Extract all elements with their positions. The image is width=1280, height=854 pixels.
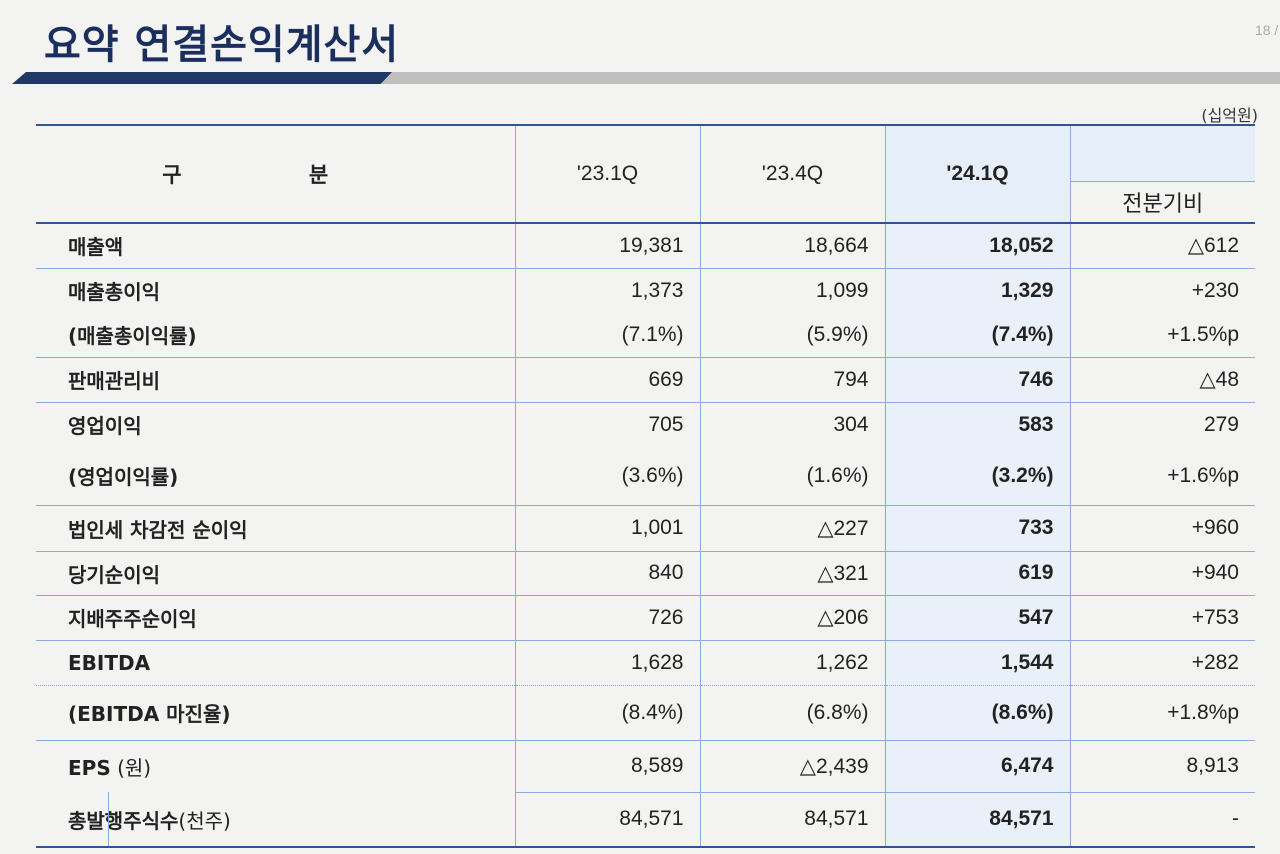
cell-23-1q: 8,589: [515, 739, 701, 792]
header-period-23-4q: '23.4Q: [700, 125, 886, 224]
cell-23-1q: 1,001: [515, 504, 701, 551]
row-label: EPS: [68, 755, 111, 780]
row-label: (영업이익률): [36, 447, 516, 505]
title-underline-gray: [380, 72, 1280, 84]
cell-23-4q: 304: [700, 401, 886, 447]
cell-change: +1.5%p: [1167, 322, 1239, 346]
table-row: 매출액 19,381 18,664 18,052 △612: [36, 222, 1255, 268]
row-label: 법인세 차감전 순이익: [36, 504, 516, 551]
cell-23-1q: 1,373: [515, 267, 701, 313]
row-label-unit: (천주): [178, 808, 231, 833]
row-label: 매출액: [36, 222, 516, 268]
cell-23-4q: △227: [700, 504, 886, 551]
cell-23-1q: (8.4%): [515, 684, 701, 740]
cell-24-1q: 18,052: [885, 222, 1071, 268]
row-label: 판매관리비: [36, 356, 516, 402]
row-label: (매출총이익률): [36, 313, 516, 357]
cell-23-4q: 1,262: [700, 639, 886, 685]
cell-change: △612: [1070, 222, 1255, 268]
table-row: 당기순이익 840 △321 619 +940: [36, 550, 1255, 595]
cell-23-4q: 1,099: [700, 267, 886, 313]
table-row: EPS (원) 8,589 △2,439 6,474 8,913: [36, 739, 1255, 792]
cell-change: +282: [1070, 639, 1255, 685]
cell-24-1q: 84,571: [885, 791, 1071, 847]
cell-23-1q: 19,381: [515, 222, 701, 268]
cell-23-4q: (1.6%): [700, 447, 886, 505]
cell-24-1q: 619: [885, 550, 1071, 595]
cell-24-1q: (8.6%): [885, 684, 1071, 740]
table-row: (매출총이익률) (7.1%) (5.9%) (7.4%) +1.5%p: [36, 313, 1255, 357]
table-row: EBITDA 1,628 1,262 1,544 +282: [36, 639, 1255, 685]
cell-change: +1.6%p: [1167, 463, 1239, 487]
income-statement-table-wrap: 구 분 '23.1Q '23.4Q '24.1Q 전분기비 매출액 19,381…: [36, 124, 1255, 848]
cell-23-1q: (3.6%): [515, 447, 701, 505]
row-label: 지배주주순이익: [36, 594, 516, 640]
table-row: 영업이익 705 304 583 279: [36, 401, 1255, 447]
cell-24-1q: 6,474: [885, 739, 1071, 792]
cell-23-4q: (6.8%): [700, 684, 886, 740]
row-label-unit: (원): [110, 755, 152, 780]
cell-24-1q: 746: [885, 356, 1071, 402]
cell-23-1q: 84,571: [515, 791, 701, 847]
cell-23-4q: △206: [700, 594, 886, 640]
row-label-shares: 총발행주식수(천주): [36, 792, 516, 847]
unit-label: (십억원): [1201, 106, 1258, 125]
header-category: 구 분: [36, 125, 516, 224]
cell-23-4q: △2,439: [700, 739, 886, 792]
page-title: 요약 연결손익계산서: [44, 22, 400, 68]
cell-24-1q: 1,544: [885, 639, 1071, 685]
header-period-24-1q: '24.1Q: [885, 125, 1071, 224]
cell-23-1q: 705: [515, 401, 701, 447]
cell-24-1q: 583: [885, 401, 1071, 447]
table-row: (영업이익률) (3.6%) (1.6%) (3.2%) +1.6%p: [36, 447, 1255, 505]
row-label-eps: EPS (원): [36, 739, 516, 792]
cell-23-1q: 1,628: [515, 639, 701, 685]
cell-23-1q: 669: [515, 356, 701, 402]
row-label: EBITDA: [36, 639, 516, 685]
table-row: 총발행주식수(천주) 84,571 84,571 84,571 -: [36, 791, 1255, 847]
cell-24-1q: 733: [885, 504, 1071, 551]
cell-24-1q: 1,329: [885, 267, 1071, 313]
cell-23-4q: 84,571: [700, 791, 886, 847]
income-statement-table: 구 분 '23.1Q '23.4Q '24.1Q 전분기비 매출액 19,381…: [36, 124, 1255, 848]
cell-change: 8,913: [1070, 739, 1255, 792]
cell-23-4q: (5.9%): [700, 313, 886, 357]
table-row: 법인세 차감전 순이익 1,001 △227 733 +960: [36, 504, 1255, 551]
row-label: 매출총이익: [36, 267, 516, 313]
row-label: (EBITDA 마진율): [36, 684, 516, 740]
cell-change: +230: [1070, 267, 1255, 313]
cell-change: △48: [1070, 356, 1255, 402]
page-number: 18 / 1: [1254, 22, 1280, 38]
table-row: 판매관리비 669 794 746 △48: [36, 356, 1255, 402]
header-change: 전분기비: [1070, 180, 1255, 224]
cell-change: 279: [1070, 401, 1255, 447]
cell-23-4q: 794: [700, 356, 886, 402]
cell-23-4q: 18,664: [700, 222, 886, 268]
cell-24-1q: 547: [885, 594, 1071, 640]
row-label: 당기순이익: [36, 550, 516, 595]
table-row: (EBITDA 마진율) (8.4%) (6.8%) (8.6%) +1.8%p: [36, 684, 1255, 740]
cell-change: +940: [1070, 550, 1255, 595]
header-change-top: [1070, 125, 1255, 181]
cell-24-1q: (3.2%): [885, 447, 1071, 505]
cell-change: +1.8%p: [1070, 684, 1255, 740]
cell-23-4q: △321: [700, 550, 886, 595]
cell-change: -: [1070, 791, 1255, 847]
row-label: 영업이익: [36, 401, 516, 447]
title-underline-navy: [12, 72, 392, 84]
cell-23-1q: 726: [515, 594, 701, 640]
cell-change: +960: [1070, 504, 1255, 551]
header-period-23-1q: '23.1Q: [515, 125, 701, 224]
cell-24-1q: (7.4%): [885, 313, 1071, 357]
cell-23-1q: (7.1%): [515, 313, 701, 357]
cell-change: +753: [1070, 594, 1255, 640]
table-row: 지배주주순이익 726 △206 547 +753: [36, 594, 1255, 640]
row-label: 총발행주식수: [68, 808, 179, 833]
table-row: 매출총이익 1,373 1,099 1,329 +230: [36, 267, 1255, 313]
cell-23-1q: 840: [515, 550, 701, 595]
